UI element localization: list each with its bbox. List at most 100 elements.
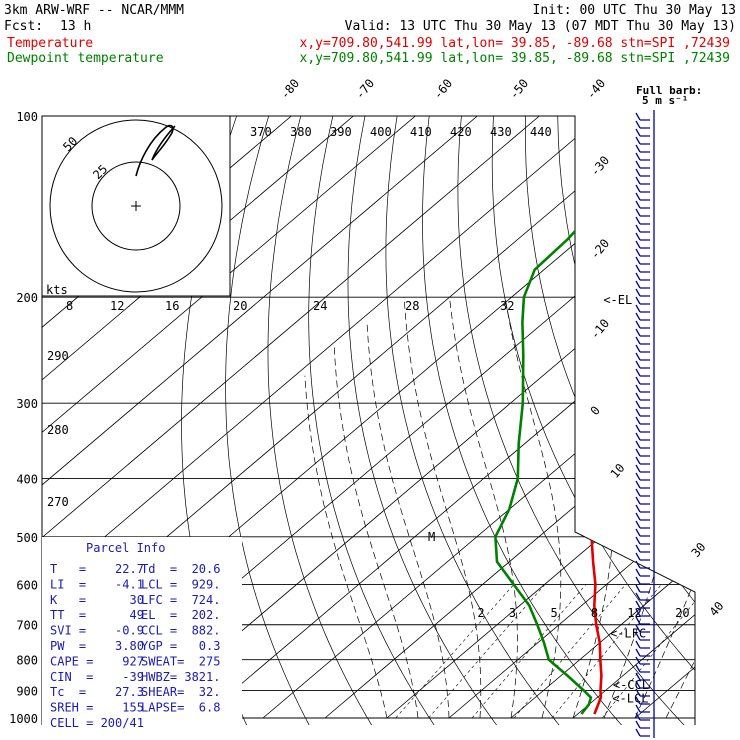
wind-barb (635, 360, 650, 369)
parcel-info-value: CELL = 200/41 (50, 716, 144, 730)
speed-axis-label: 16 (165, 299, 179, 313)
dry-adiabat (385, 116, 564, 725)
barb-legend-unit: 5 m s⁻¹ (642, 94, 688, 107)
mixing-ratio-line (395, 584, 515, 719)
wind-barb (635, 152, 650, 161)
dry-adiabat (457, 116, 690, 725)
wind-barb (635, 296, 650, 305)
wind-barb (635, 712, 650, 721)
mixing-ratio-label: 3 (509, 606, 516, 620)
isotherm-label: -70 (353, 76, 378, 102)
pressure-label: 700 (16, 619, 38, 633)
isotherm-label: 0 (588, 403, 603, 418)
speed-axis-label: 12 (110, 299, 124, 313)
pressure-label: 200 (16, 291, 38, 305)
wind-barb (635, 608, 650, 617)
wind-barb (635, 528, 650, 537)
wind-barb (635, 256, 650, 265)
moist-adiabat (572, 297, 614, 719)
moist-adiabat (403, 297, 482, 719)
wind-barb (635, 200, 650, 209)
isotherm-label: -20 (588, 236, 613, 262)
isotherm-label: -40 (584, 76, 609, 102)
wind-barb (635, 208, 650, 217)
isotherm-label: -10 (588, 316, 613, 342)
wind-barb (635, 176, 650, 185)
wind-barb (635, 640, 650, 649)
isotherm-label: 40 (707, 599, 727, 619)
hodograph-ring-inner (91, 161, 181, 251)
wind-barb (635, 344, 650, 353)
moist-adiabat (304, 375, 388, 719)
isotherm-line (634, 116, 695, 719)
isotherm-label: -60 (431, 76, 456, 102)
wind-barb (635, 312, 650, 321)
dry-adiabat (347, 116, 502, 725)
wind-barb (635, 568, 650, 577)
wind-barb (635, 224, 650, 233)
isotherm-line (42, 116, 416, 719)
theta-label: 420 (450, 125, 472, 139)
theta-label: 410 (410, 125, 432, 139)
dry-adiabat (685, 116, 695, 725)
wind-barb (635, 576, 650, 585)
speed-axis-label: 20 (233, 299, 247, 313)
wind-barb (635, 480, 650, 489)
speed-axis-label: 32 (500, 299, 514, 313)
hodograph-trace (135, 124, 176, 177)
isotherm-line (262, 116, 695, 719)
parcel-info-value: TT = 49 (50, 608, 144, 622)
dry-adiabat (422, 116, 627, 725)
wind-barb (635, 408, 650, 417)
wind-barb (635, 696, 650, 705)
isotherm-line (200, 116, 695, 719)
wind-barb (635, 128, 650, 137)
wind-barb (635, 336, 650, 345)
parcel-info-value: SREH = 155 (50, 701, 144, 715)
wind-barb (635, 144, 650, 153)
theta-label: 370 (250, 125, 272, 139)
wind-barb (635, 624, 650, 633)
wind-barb (635, 720, 650, 729)
isotherm-line (697, 116, 740, 718)
parcel-info-value: EL = 202. (141, 608, 220, 622)
dry-adiabat (308, 116, 439, 725)
moist-adiabat (333, 344, 419, 719)
mixing-ratio-line (513, 584, 626, 719)
wind-barb (635, 272, 650, 281)
parcel-info-value: PW = 3.80 (50, 639, 144, 653)
wind-barb (635, 688, 650, 697)
parcel-info-value: SHEAR= 32. (141, 685, 220, 699)
parcel-info-value: CAPE = 927 (50, 654, 144, 668)
wind-barb (635, 368, 650, 377)
wind-barb (635, 240, 650, 249)
wind-barb (635, 592, 650, 601)
wind-barbs (635, 110, 655, 738)
wind-barb (635, 456, 650, 465)
wind-barb (635, 536, 650, 545)
wind-barb (635, 496, 650, 505)
wind-barb (635, 600, 650, 609)
isotherm-label: -30 (588, 153, 613, 179)
isotherm-label: -50 (507, 76, 532, 102)
fcst-value: 13 h (60, 19, 91, 34)
speed-axis-label: 24 (313, 299, 327, 313)
model-title: 3km ARW-WRF -- NCAR/MMM (4, 3, 184, 18)
wind-barb (635, 288, 650, 297)
wind-barb (635, 432, 650, 441)
parcel-info-value: LAPSE= 6.8 (141, 701, 220, 715)
parcel-info-panel: Parcel Info T = 22.7Td = 20.6LI = -4.1LC… (42, 537, 242, 730)
mixing-ratio-label: 2 (477, 606, 484, 620)
mixing-ratio-label: 20 (675, 606, 689, 620)
isotherm-label: 30 (689, 540, 709, 560)
dry-adiabat (718, 116, 740, 731)
mixing-ratio-label: 12 (627, 606, 641, 620)
wind-barb (635, 544, 650, 553)
wind-barb (635, 416, 650, 425)
legend-dewpoint-info: x,y=709.80,541.99 lat,lon= 39.85, -89.68… (300, 51, 730, 66)
parcel-info-value: LFC = 724. (141, 593, 220, 607)
wind-barb (635, 248, 650, 257)
speed-axis-label: 28 (405, 299, 419, 313)
wind-barb (635, 672, 650, 681)
